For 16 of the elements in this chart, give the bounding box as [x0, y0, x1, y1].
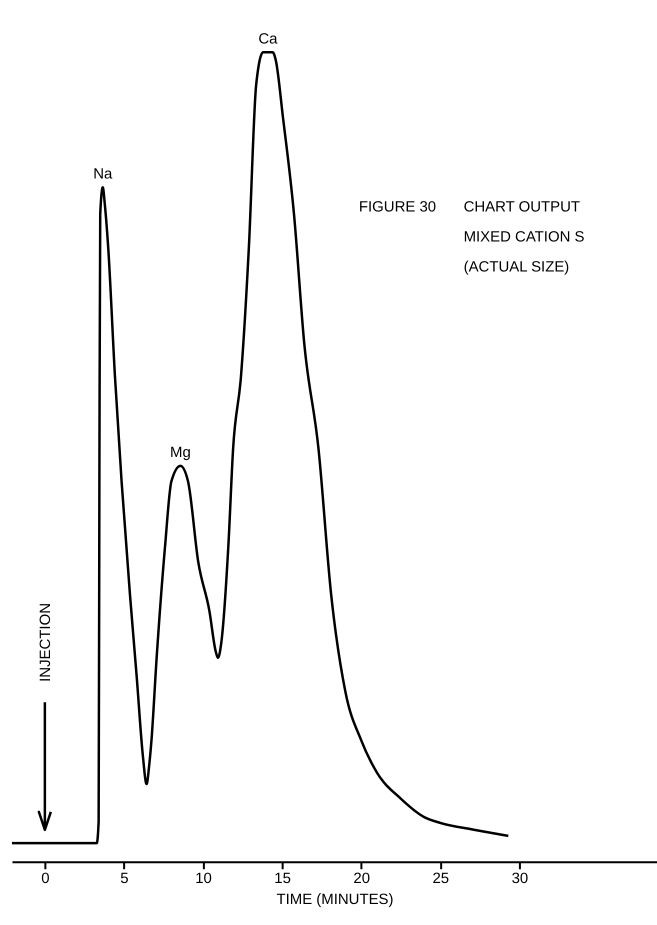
x-tick-label: 5: [120, 870, 129, 888]
x-tick-label: 20: [353, 870, 370, 888]
annotation: Mg: [170, 444, 191, 461]
annotation: (ACTUAL SIZE): [464, 258, 570, 276]
x-tick-label: 10: [195, 870, 212, 888]
x-tick-label: 15: [274, 870, 291, 888]
x-axis-title: TIME (MINUTES): [276, 891, 394, 908]
annotation: FIGURE 30: [358, 198, 436, 216]
x-tick-label: 25: [432, 870, 450, 888]
annotation: CHART OUTPUT: [464, 198, 580, 216]
annotation: Na: [93, 165, 113, 182]
x-tick-label: 0: [41, 870, 50, 888]
x-tick-label: 30: [512, 870, 528, 888]
annotation: Ca: [258, 30, 278, 48]
ref-line-label: INJECTION: [36, 603, 54, 682]
annotation: MIXED CATION S: [464, 228, 585, 246]
